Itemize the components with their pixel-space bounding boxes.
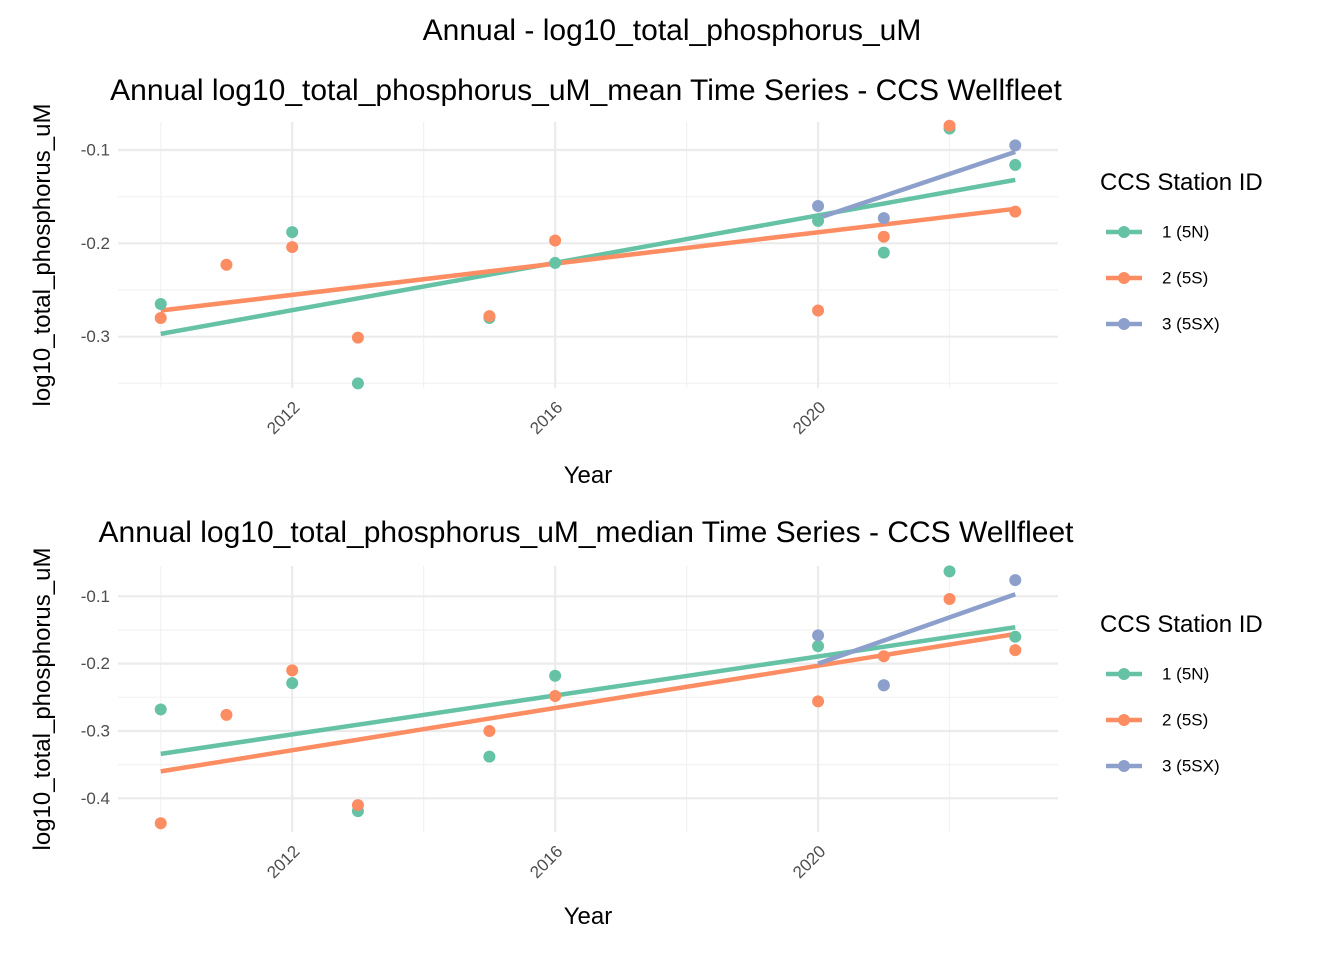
legend-label-1-5n: 1 (5N) [1162, 223, 1209, 242]
data-point-3-5sx [812, 629, 825, 642]
x-tick-label: 2020 [789, 398, 829, 438]
data-point-2-5s [286, 241, 299, 254]
trend-line-2-5s [160, 631, 1016, 774]
data-point-1-5n [1009, 158, 1022, 171]
data-point-1-5n [286, 677, 299, 690]
data-point-1-5n [812, 214, 825, 227]
median-panel: 2012 2016 2020 -0.4 -0.3 -0.2 -0.1 Year log10_to… [29, 516, 1263, 930]
data-point-2-5s [877, 650, 890, 663]
legend-title: CCS Station ID [1100, 169, 1263, 196]
data-point-3-5sx [877, 212, 890, 225]
x-tick-label: 2012 [263, 842, 303, 882]
data-point-2-5s [943, 592, 956, 605]
data-point-1-5n [549, 669, 562, 682]
legend-key-point-2-5s [1118, 714, 1130, 726]
data-point-2-5s [1009, 644, 1022, 657]
panel-title: Annual log10_total_phosphorus_uM_mean Ti… [110, 74, 1062, 107]
legend: CCS Station ID 1 (5N) 2 (5S) 3 (5SX) [1100, 611, 1263, 776]
y-tick-label: -0.3 [81, 327, 110, 346]
y-tick-label: -0.2 [81, 234, 110, 253]
data-point-2-5s [154, 817, 167, 830]
legend-key-point-3-5sx [1118, 760, 1130, 772]
data-point-2-5s [943, 119, 956, 132]
data-point-3-5sx [1009, 139, 1022, 152]
legend-label-2-5s: 2 (5S) [1162, 711, 1208, 730]
y-tick-label: -0.3 [81, 721, 110, 740]
trend-line-3-5sx [817, 592, 1017, 666]
data-point-1-5n [877, 246, 890, 259]
data-point-3-5sx [1009, 574, 1022, 587]
data-point-3-5sx [812, 200, 825, 212]
y-tick-label: -0.2 [81, 654, 110, 673]
data-point-2-5s [877, 230, 890, 243]
trend-line-3-5sx [817, 149, 1016, 221]
data-point-2-5s [812, 304, 825, 317]
data-point-2-5s [549, 234, 562, 247]
figure-title: Annual - log10_total_phosphorus_uM [423, 14, 922, 47]
x-tick-label: 2012 [263, 398, 303, 438]
data-point-2-5s [483, 724, 496, 737]
data-point-3-5sx [877, 679, 890, 692]
legend-label-1-5n: 1 (5N) [1162, 665, 1209, 684]
data-point-1-5n [483, 750, 496, 763]
x-axis-label: Year [564, 903, 613, 930]
data-point-2-5s [351, 331, 364, 344]
panel-title: Annual log10_total_phosphorus_uM_median … [99, 516, 1075, 549]
data-point-1-5n [1009, 630, 1022, 643]
legend-title: CCS Station ID [1100, 611, 1263, 638]
x-tick-label: 2020 [789, 842, 829, 882]
data-point-2-5s [220, 708, 233, 721]
data-point-2-5s [812, 695, 825, 708]
legend: CCS Station ID 1 (5N) 2 (5S) 3 (5SX) [1100, 169, 1263, 334]
y-axis-label: log10_total_phosphorus_uM [29, 104, 56, 407]
data-point-2-5s [351, 799, 364, 812]
data-point-2-5s [220, 258, 233, 271]
x-tick-label: 2016 [526, 398, 566, 438]
mean-panel: 2012 2016 2020 -0.3 -0.2 -0.1 Year log10_total_… [29, 74, 1263, 489]
data-point-1-5n [812, 640, 825, 653]
data-point-2-5s [286, 664, 299, 677]
data-point-1-5n [351, 377, 364, 390]
data-point-2-5s [483, 310, 496, 323]
y-tick-label: -0.1 [81, 587, 110, 606]
data-point-1-5n [154, 703, 167, 716]
data-point-2-5s [549, 689, 562, 702]
data-point-1-5n [286, 226, 299, 239]
legend-key-point-1-5n [1118, 226, 1130, 238]
trend-line-1-5n [160, 177, 1016, 337]
legend-key-point-2-5s [1118, 272, 1130, 284]
data-point-1-5n [154, 298, 167, 310]
x-tick-label: 2016 [526, 842, 566, 882]
legend-label-3-5sx: 3 (5SX) [1162, 757, 1220, 776]
y-tick-label: -0.1 [81, 141, 110, 160]
y-tick-label: -0.4 [81, 789, 110, 808]
trend-line-1-5n [160, 625, 1016, 757]
x-axis-label: Year [564, 462, 613, 489]
data-point-2-5s [154, 312, 167, 324]
legend-label-3-5sx: 3 (5SX) [1162, 315, 1220, 334]
y-axis-label: log10_total_phosphorus_uM [29, 548, 56, 851]
legend-label-2-5s: 2 (5S) [1162, 269, 1208, 288]
legend-key-point-1-5n [1118, 668, 1130, 680]
data-point-2-5s [1009, 205, 1022, 218]
data-point-1-5n [549, 256, 562, 269]
trend-line-2-5s [160, 206, 1016, 313]
legend-key-point-3-5sx [1118, 318, 1130, 330]
data-point-1-5n [943, 565, 956, 578]
